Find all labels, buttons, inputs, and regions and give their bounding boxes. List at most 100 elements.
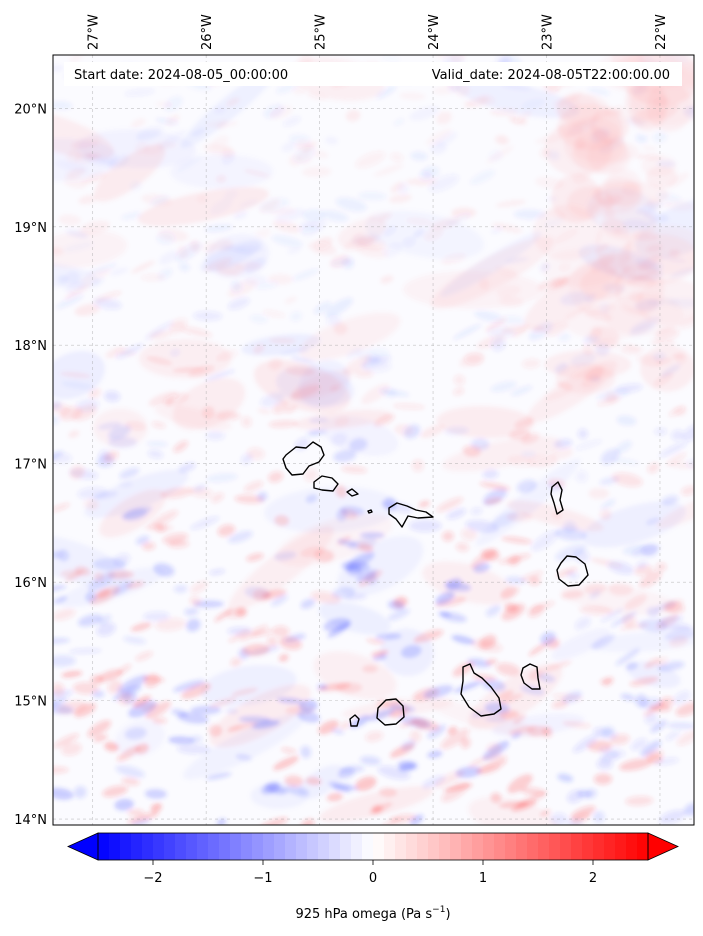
field-wave bbox=[551, 512, 562, 519]
field-wave bbox=[479, 481, 511, 491]
field-wave bbox=[507, 455, 534, 468]
field-wave bbox=[129, 181, 142, 191]
field-wave bbox=[397, 760, 418, 771]
field-wave bbox=[310, 591, 341, 604]
map-frame bbox=[52, 54, 695, 826]
island-boa-vista bbox=[556, 555, 589, 587]
field-wave bbox=[196, 194, 208, 203]
field-wave bbox=[459, 352, 485, 367]
field-wave bbox=[527, 454, 558, 468]
field-wave bbox=[308, 417, 328, 424]
field-wave bbox=[227, 279, 258, 298]
field-wave bbox=[318, 720, 339, 735]
field-wave bbox=[285, 405, 297, 413]
field-wave bbox=[383, 497, 397, 510]
field-wave bbox=[625, 662, 638, 671]
field-wave bbox=[226, 97, 240, 107]
field-patch bbox=[319, 786, 434, 823]
field-wave bbox=[625, 796, 654, 806]
lon-tick-label: 22°W bbox=[654, 14, 669, 50]
field-wave bbox=[520, 685, 545, 696]
colorbar-step bbox=[186, 833, 198, 860]
field-wave bbox=[405, 178, 438, 186]
field-wave bbox=[427, 724, 447, 739]
colorbar-step bbox=[472, 833, 484, 860]
field-wave bbox=[69, 465, 85, 479]
field-wave bbox=[435, 597, 467, 608]
field-wave bbox=[368, 708, 395, 721]
colorbar-step bbox=[362, 833, 374, 860]
field-wave bbox=[381, 816, 402, 825]
field-patch bbox=[532, 204, 602, 261]
field-wave bbox=[257, 491, 268, 502]
field-wave bbox=[501, 603, 526, 621]
field-wave bbox=[361, 355, 392, 368]
field-wave bbox=[238, 715, 272, 724]
field-wave bbox=[630, 738, 648, 751]
field-wave bbox=[333, 323, 348, 335]
field-wave bbox=[622, 344, 645, 352]
lat-tick-label: 14°N bbox=[14, 813, 47, 828]
header-band bbox=[64, 62, 682, 86]
field-wave bbox=[173, 679, 206, 692]
field-wave bbox=[373, 414, 395, 427]
field-wave bbox=[53, 637, 70, 644]
field-wave bbox=[418, 500, 430, 508]
field-wave bbox=[246, 553, 264, 562]
island-santa-luzia bbox=[346, 488, 359, 497]
field-wave bbox=[350, 715, 370, 729]
field-wave bbox=[315, 236, 333, 250]
field-patch bbox=[299, 312, 401, 361]
field-wave bbox=[453, 680, 483, 693]
field-wave bbox=[552, 699, 569, 709]
lon-tick-label: 23°W bbox=[541, 14, 556, 50]
colorbar-tick-label: 0 bbox=[369, 871, 377, 886]
field-wave bbox=[365, 731, 384, 742]
field-wave bbox=[135, 651, 153, 661]
field-wave bbox=[661, 495, 679, 506]
field-wave bbox=[121, 506, 153, 519]
field-wave bbox=[587, 740, 613, 752]
colorbar-step bbox=[560, 833, 572, 860]
field-wave bbox=[105, 347, 126, 359]
colorbar-step bbox=[582, 833, 594, 860]
field-wave bbox=[674, 406, 687, 416]
field-wave bbox=[273, 756, 299, 771]
field-patch bbox=[183, 713, 306, 780]
field-wave bbox=[476, 334, 506, 349]
field-wave bbox=[496, 662, 521, 677]
field-wave bbox=[423, 685, 454, 699]
field-wave bbox=[178, 262, 190, 272]
field-wave bbox=[302, 208, 325, 222]
colorbar-tick-label: −1 bbox=[253, 871, 272, 886]
field-wave bbox=[53, 787, 74, 800]
field-wave bbox=[640, 740, 662, 757]
field-wave bbox=[205, 431, 225, 441]
field-wave bbox=[268, 471, 284, 483]
field-wave bbox=[271, 235, 303, 248]
field-wave bbox=[285, 366, 316, 376]
field-wave bbox=[654, 601, 677, 611]
field-wave bbox=[59, 371, 92, 378]
field-wave bbox=[144, 523, 174, 532]
field-wave bbox=[574, 617, 591, 631]
field-wave bbox=[151, 421, 166, 429]
field-wave bbox=[186, 618, 201, 632]
island-sal bbox=[550, 481, 564, 515]
colorbar-step bbox=[395, 833, 407, 860]
colorbar-step bbox=[208, 833, 220, 860]
field-wave bbox=[326, 792, 343, 802]
field-wave bbox=[596, 758, 613, 770]
field-wave bbox=[252, 589, 271, 602]
colorbar-extend-high bbox=[647, 832, 679, 861]
field-wave bbox=[68, 430, 80, 439]
field-wave bbox=[495, 135, 509, 145]
field-wave bbox=[600, 498, 616, 511]
field-wave bbox=[253, 344, 265, 354]
field-wave bbox=[498, 693, 523, 705]
colorbar-step bbox=[450, 833, 462, 860]
field-wave bbox=[107, 680, 123, 694]
field-wave bbox=[266, 784, 288, 795]
field-wave bbox=[178, 462, 196, 473]
field-wave bbox=[251, 629, 274, 637]
